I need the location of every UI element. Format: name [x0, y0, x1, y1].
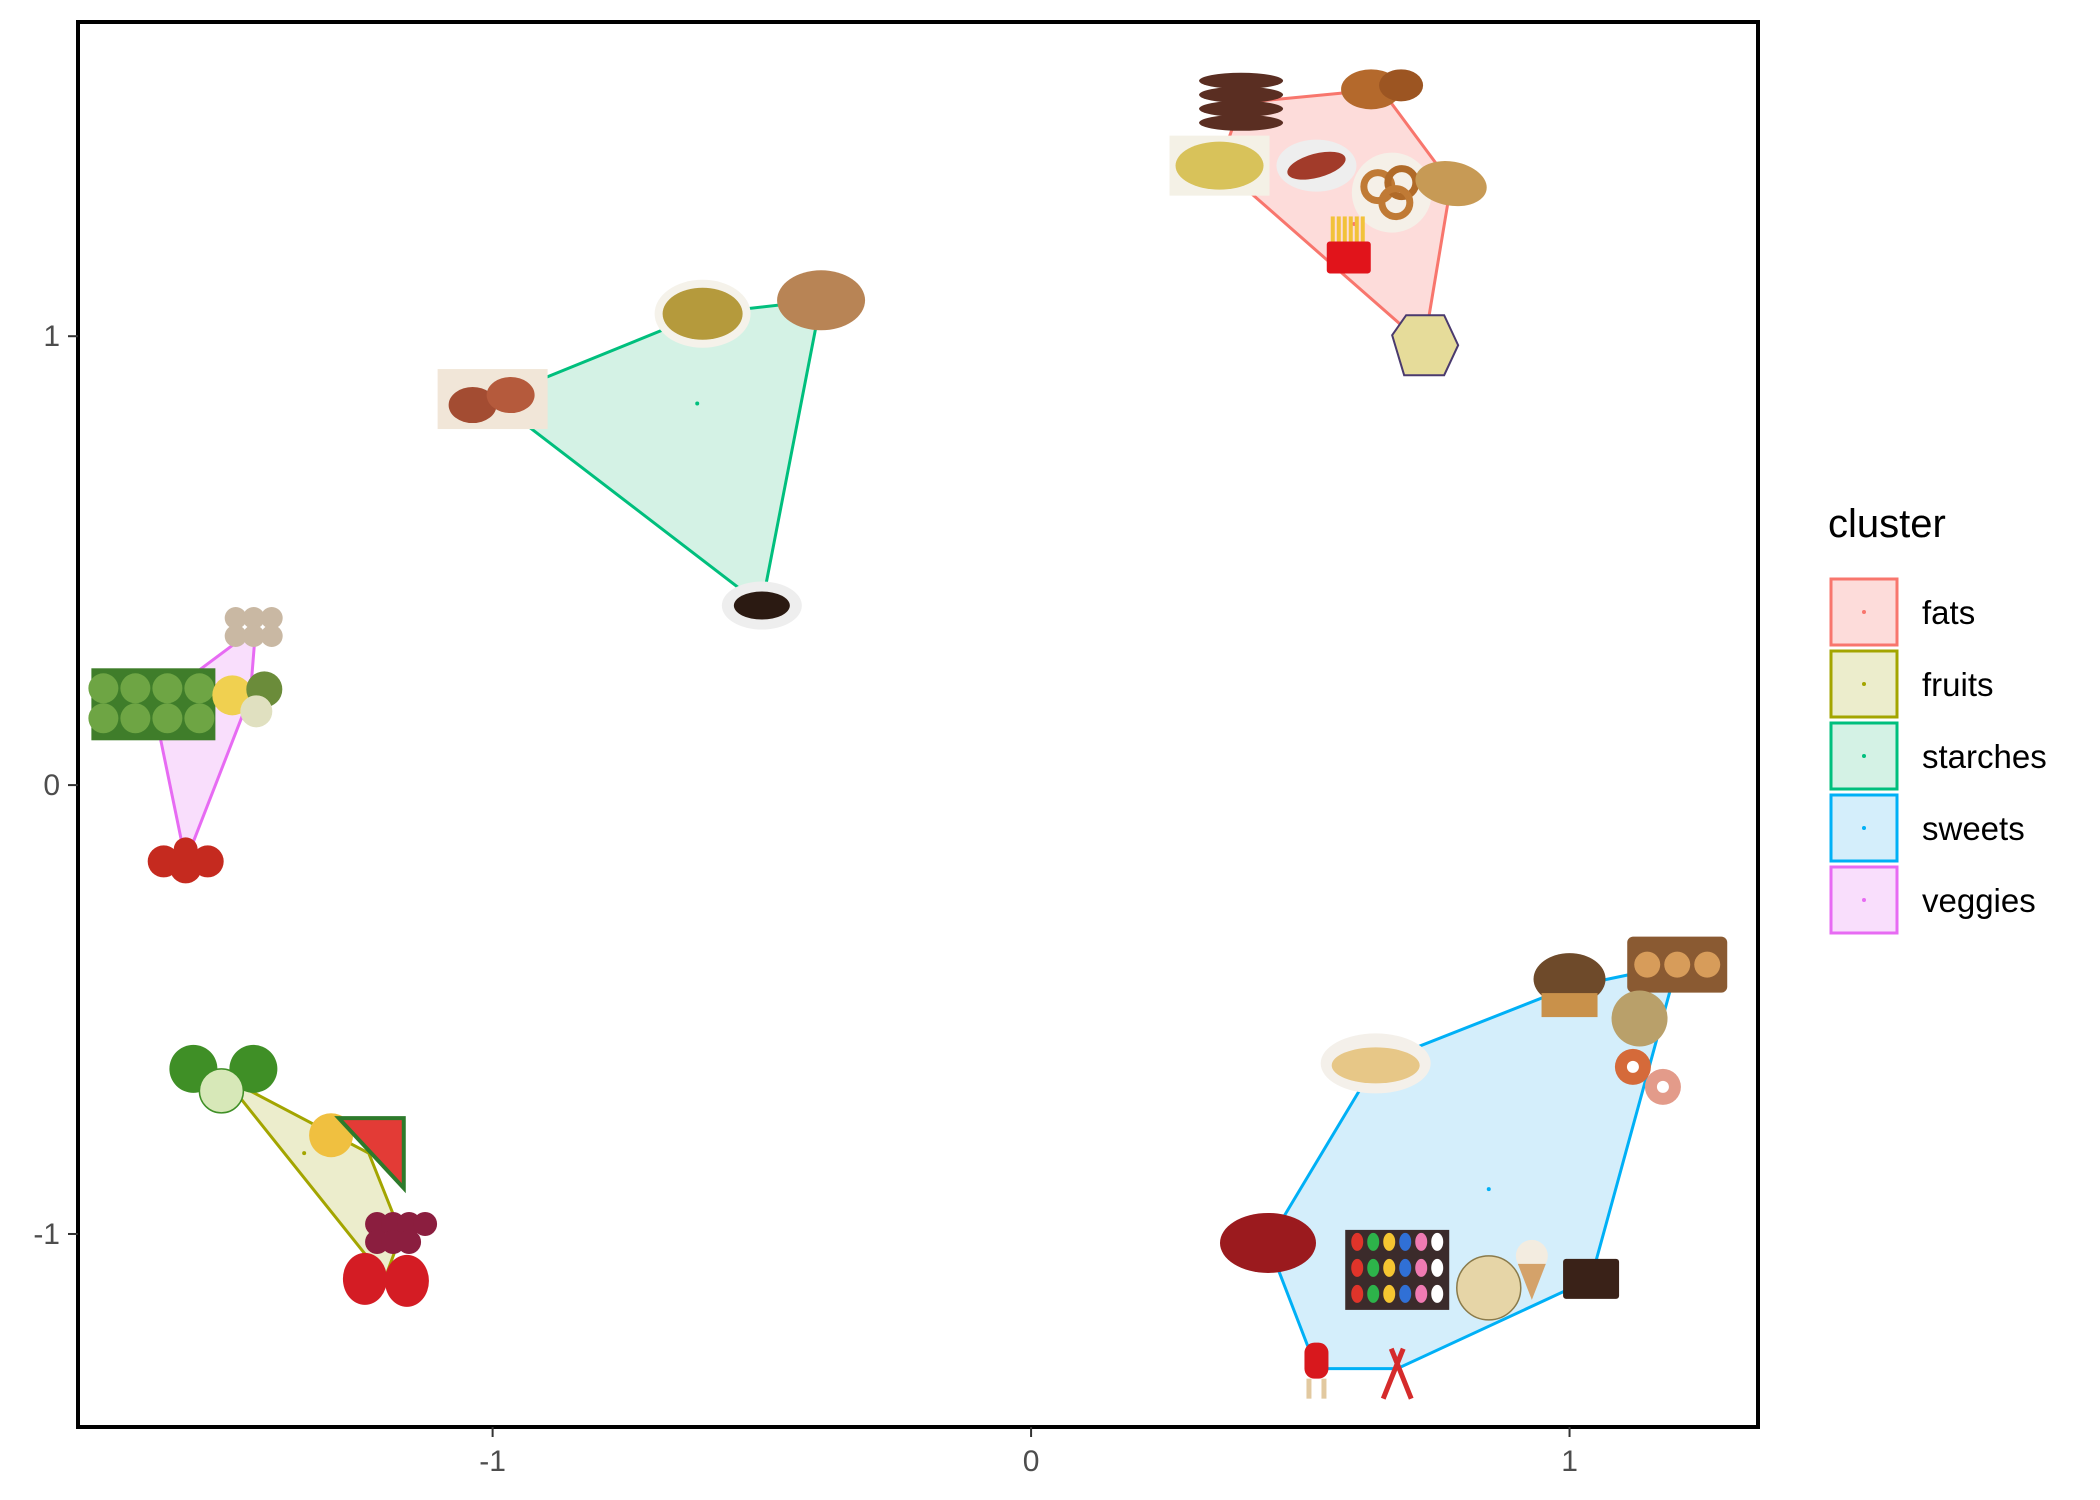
- legend-title: cluster: [1828, 502, 1946, 546]
- soup-icon: [654, 279, 751, 348]
- point-bacon: [1276, 139, 1357, 192]
- fried-chicken-icon: [1341, 69, 1424, 110]
- strawberry-icon: [342, 1252, 429, 1307]
- apple-icon: [169, 1044, 278, 1114]
- plot-panel-border: [76, 20, 1760, 1429]
- legend-item-fats: fats: [1829, 577, 1975, 647]
- point-candy-cane: [1380, 1347, 1414, 1400]
- rice-icon: [777, 270, 866, 331]
- cheesecake-icon: [1456, 1255, 1522, 1321]
- watermelon-icon: [334, 1116, 406, 1194]
- point-jelly-beans: [1345, 1229, 1450, 1310]
- muffin-icon: [1533, 953, 1606, 1018]
- ice-cream-icon: [1515, 1239, 1548, 1300]
- sausage-icon: [1199, 72, 1284, 131]
- x-tick-label-0: 0: [1023, 1445, 1040, 1478]
- legend: cluster fats fruits starches sweets veggies: [1828, 502, 2047, 935]
- popsicle-icon: [1304, 1342, 1329, 1399]
- point-french-fries: [1326, 216, 1371, 274]
- coffee-grounds-icon: [721, 581, 802, 630]
- cinnamon-roll-icon: [1627, 936, 1728, 993]
- point-strawberry: [342, 1252, 429, 1307]
- point-ice-cream: [1515, 1239, 1548, 1300]
- point-raspberry: [365, 1211, 438, 1254]
- legend-label-fruits: fruits: [1922, 666, 1994, 703]
- point-apple: [169, 1044, 278, 1114]
- point-cheesecake: [1456, 1255, 1522, 1321]
- cluster-hulls: [151, 87, 1680, 1371]
- axes: -1 0 1 -1 0 1: [33, 320, 1578, 1478]
- onion-rings-icon: [1351, 152, 1432, 233]
- point-potato: [437, 369, 548, 430]
- mac-and-cheese-icon: [1169, 135, 1270, 196]
- point-cinnamon-roll: [1627, 936, 1728, 993]
- centroid-fruits: [302, 1151, 307, 1156]
- point-crepe: [1320, 1033, 1431, 1094]
- point-fried-chicken: [1341, 69, 1424, 110]
- point-muffin: [1533, 953, 1606, 1018]
- point-soup: [654, 279, 751, 348]
- tomato-icon: [147, 837, 224, 884]
- centroid-starches: [695, 401, 700, 406]
- legend-label-veggies: veggies: [1922, 882, 2036, 919]
- point-rice: [777, 270, 866, 331]
- legend-label-starches: starches: [1922, 738, 2047, 775]
- cookie-icon: [1611, 990, 1668, 1047]
- point-popsicle: [1304, 1342, 1329, 1399]
- point-mushroom: [224, 606, 283, 647]
- y-tick-label-1: 1: [43, 320, 60, 353]
- mixed-vegetables-icon: [212, 671, 283, 728]
- point-fish-fillet: [1415, 161, 1487, 207]
- fish-fillet-icon: [1415, 161, 1487, 207]
- bacon-icon: [1276, 139, 1357, 192]
- point-onion-rings: [1351, 152, 1432, 233]
- jelly-beans-icon: [1345, 1229, 1450, 1310]
- french-fries-icon: [1326, 216, 1371, 274]
- legend-item-fruits: fruits: [1829, 649, 1994, 719]
- pie-icon: [1220, 1212, 1316, 1273]
- cluster-centroids: [210, 221, 1491, 1192]
- x-tick-label-1: 1: [1561, 1445, 1578, 1478]
- donut-icon: [1614, 1048, 1681, 1105]
- hull-starches: [489, 298, 823, 609]
- hull-veggies: [151, 624, 258, 867]
- legend-item-sweets: sweets: [1829, 793, 2025, 863]
- point-chocolate: [1563, 1258, 1620, 1299]
- x-tick-label--1: -1: [479, 1445, 506, 1478]
- point-donut: [1614, 1048, 1681, 1105]
- crepe-icon: [1320, 1033, 1431, 1094]
- centroid-sweets: [1486, 1187, 1491, 1192]
- broccoli-icon: [88, 668, 216, 741]
- legend-item-starches: starches: [1829, 721, 2047, 791]
- raspberry-icon: [365, 1211, 438, 1254]
- potato-chips-icon: [1391, 314, 1460, 377]
- point-tomato: [147, 837, 224, 884]
- point-mac-and-cheese: [1169, 135, 1270, 196]
- legend-label-sweets: sweets: [1922, 810, 2025, 847]
- point-coffee-grounds: [721, 581, 802, 630]
- y-tick-label-0: 0: [43, 769, 60, 802]
- point-pie: [1220, 1212, 1316, 1273]
- point-broccoli: [88, 668, 216, 741]
- legend-label-fats: fats: [1922, 594, 1975, 631]
- potato-icon: [437, 369, 548, 430]
- mushroom-icon: [224, 606, 283, 647]
- legend-item-veggies: veggies: [1829, 865, 2036, 935]
- y-tick-label--1: -1: [33, 1218, 60, 1251]
- candy-cane-icon: [1380, 1347, 1414, 1400]
- point-potato-chips: [1391, 314, 1460, 377]
- point-sausage: [1199, 72, 1284, 131]
- point-cookie: [1611, 990, 1668, 1047]
- food-points: [88, 69, 1728, 1400]
- chocolate-icon: [1563, 1258, 1620, 1299]
- point-watermelon: [334, 1116, 406, 1194]
- point-mixed-vegetables: [212, 671, 283, 728]
